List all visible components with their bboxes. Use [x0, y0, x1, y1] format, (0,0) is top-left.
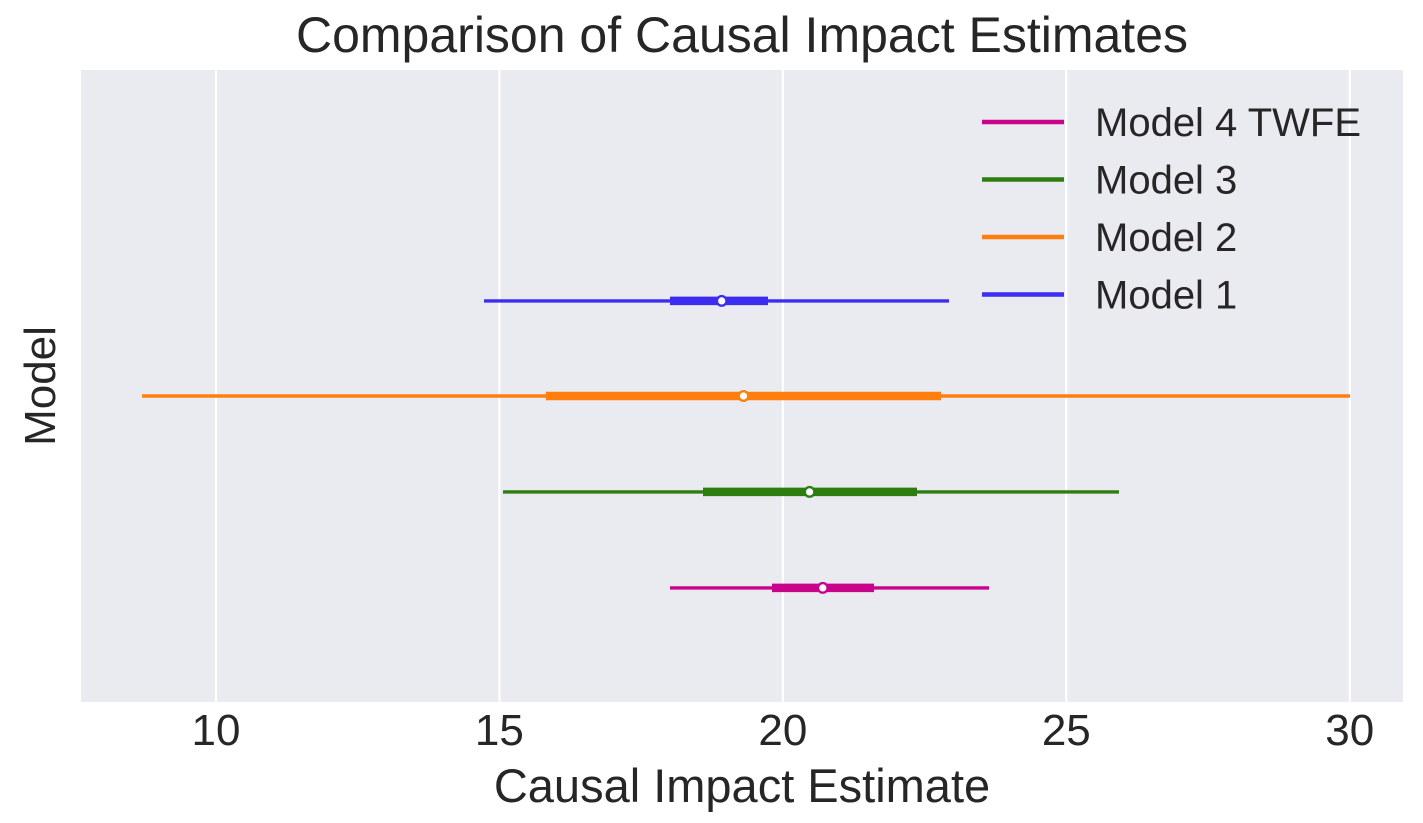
- svg-text:Model: Model: [16, 326, 65, 446]
- svg-text:20: 20: [758, 706, 807, 755]
- svg-text:Model 3: Model 3: [1095, 159, 1237, 203]
- svg-text:10: 10: [192, 706, 241, 755]
- svg-text:Causal Impact Estimate: Causal Impact Estimate: [494, 759, 990, 812]
- svg-text:Model 4 TWFE: Model 4 TWFE: [1095, 101, 1361, 145]
- svg-text:Model 2: Model 2: [1095, 216, 1237, 260]
- svg-text:Model 1: Model 1: [1095, 274, 1237, 318]
- svg-text:25: 25: [1042, 706, 1091, 755]
- svg-text:Comparison of Causal Impact Es: Comparison of Causal Impact Estimates: [296, 7, 1188, 63]
- svg-text:30: 30: [1325, 706, 1374, 755]
- svg-text:15: 15: [475, 706, 524, 755]
